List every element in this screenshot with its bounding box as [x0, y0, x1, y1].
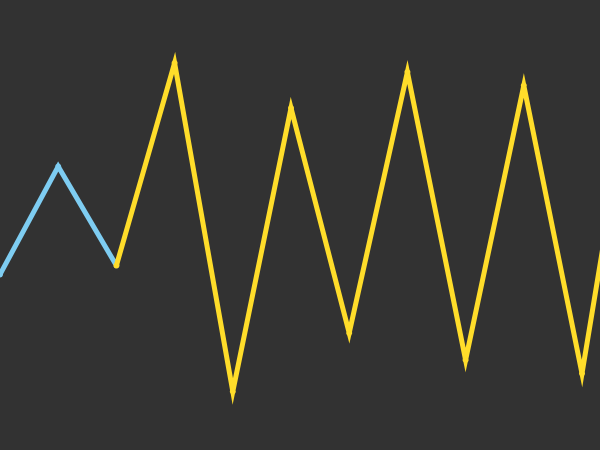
- series-1-point-1: [0, 271, 3, 278]
- series-2-point-5: [346, 330, 353, 336]
- series-2-point-3: [229, 388, 236, 395]
- series-1-point-2: [55, 163, 62, 170]
- series-layer: [0, 51, 600, 405]
- series-2-point-2: [171, 60, 178, 66]
- series-2-point-6: [404, 69, 411, 75]
- series-2-point-7: [462, 357, 469, 363]
- series-2-point-4: [288, 105, 294, 111]
- series-2-point-8: [520, 82, 527, 89]
- series-2-point-1: [113, 262, 120, 269]
- series-2-point-9: [579, 370, 585, 377]
- series-line-2: [113, 51, 600, 405]
